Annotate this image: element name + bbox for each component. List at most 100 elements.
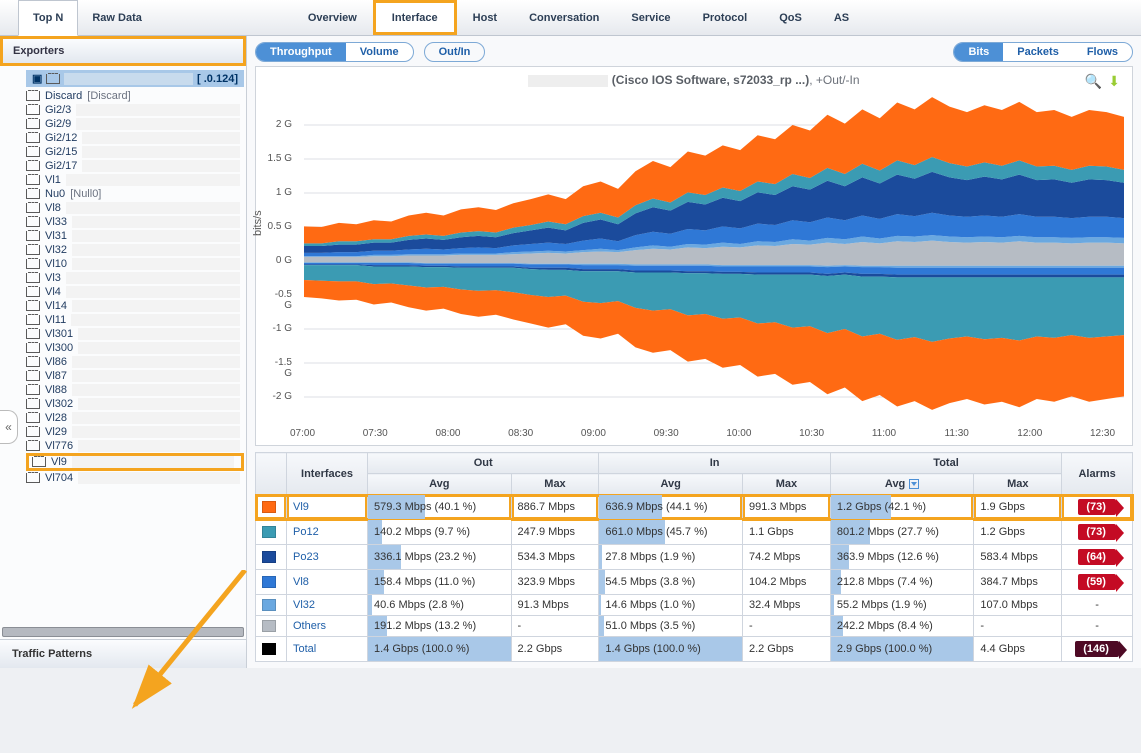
left-tabs: Top NRaw Data: [18, 0, 156, 35]
subtab-conversation[interactable]: Conversation: [513, 0, 615, 35]
interface-icon: [26, 315, 40, 325]
traffic-patterns-panel[interactable]: Traffic Patterns: [0, 639, 246, 668]
tree-node-vl9[interactable]: Vl9: [26, 453, 244, 471]
pill-flows[interactable]: Flows: [1073, 43, 1132, 61]
col-in-max[interactable]: Max: [742, 474, 830, 495]
table-row[interactable]: Po12140.2 Mbps (9.7 %)247.9 Mbps661.0 Mb…: [256, 520, 1133, 545]
col-total-avg[interactable]: Avg: [830, 474, 974, 495]
interface-name[interactable]: Vl9: [287, 495, 368, 520]
pill-throughput[interactable]: Throughput: [256, 43, 346, 61]
table-row[interactable]: Vl8158.4 Mbps (11.0 %)323.9 Mbps54.5 Mbp…: [256, 570, 1133, 595]
tree-collapse-icon[interactable]: ▣: [32, 72, 42, 85]
interface-icon: [26, 175, 40, 185]
horizontal-scrollbar[interactable]: [2, 627, 244, 637]
y-tick: -0.5 G: [266, 289, 292, 311]
interface-name[interactable]: Vl8: [287, 570, 368, 595]
tree-node-gi2/3[interactable]: Gi2/3: [26, 103, 244, 117]
col-out-max[interactable]: Max: [511, 474, 599, 495]
tree-node-vl3[interactable]: Vl3: [26, 271, 244, 285]
tree-node-vl14[interactable]: Vl14: [26, 299, 244, 313]
pill-bits[interactable]: Bits: [954, 43, 1003, 61]
table-row[interactable]: Po23336.1 Mbps (23.2 %)534.3 Mbps27.8 Mb…: [256, 545, 1133, 570]
x-tick: 10:00: [726, 428, 751, 439]
subtab-host[interactable]: Host: [457, 0, 513, 35]
node-desc: [78, 328, 240, 340]
alarm-badge[interactable]: (59): [1078, 574, 1116, 590]
node-desc: [66, 174, 240, 186]
zoom-icon[interactable]: 🔍: [1085, 73, 1102, 90]
tree-node-vl704[interactable]: Vl704: [26, 471, 244, 485]
subtab-service[interactable]: Service: [615, 0, 686, 35]
tree-node-vl10[interactable]: Vl10: [26, 257, 244, 271]
tab-top-n[interactable]: Top N: [18, 0, 78, 36]
interface-icon: [26, 371, 40, 381]
alarm-badge[interactable]: (73): [1078, 524, 1116, 540]
tree-node-gi2/9[interactable]: Gi2/9: [26, 117, 244, 131]
tree-node-vl1[interactable]: Vl1: [26, 173, 244, 187]
col-in-avg[interactable]: Avg: [599, 474, 743, 495]
tree-node-vl776[interactable]: Vl776: [26, 439, 244, 453]
tree-node-vl4[interactable]: Vl4: [26, 285, 244, 299]
pill-volume[interactable]: Volume: [346, 43, 413, 61]
tree-node-nu0[interactable]: Nu0[Null0]: [26, 187, 244, 201]
unit-pill-group: BitsPacketsFlows: [953, 42, 1133, 62]
tree-node-vl8[interactable]: Vl8: [26, 201, 244, 215]
table-row[interactable]: Others191.2 Mbps (13.2 %)-51.0 Mbps (3.5…: [256, 616, 1133, 637]
table-row[interactable]: Total1.4 Gbps (100.0 %)2.2 Gbps1.4 Gbps …: [256, 637, 1133, 662]
interface-icon: [26, 329, 40, 339]
tree-node-gi2/17[interactable]: Gi2/17: [26, 159, 244, 173]
tree-node-vl301[interactable]: Vl301: [26, 327, 244, 341]
node-name: Vl32: [45, 244, 67, 256]
tree-node-discard[interactable]: Discard[Discard]: [26, 89, 244, 103]
node-desc: [72, 230, 240, 242]
node-desc: [78, 342, 240, 354]
sidebar: Exporters ▣ [ .0.124] Discard[Discard]Gi…: [0, 36, 247, 668]
tree-node-vl11[interactable]: Vl11: [26, 313, 244, 327]
pill-packets[interactable]: Packets: [1003, 43, 1073, 61]
tree-node-gi2/12[interactable]: Gi2/12: [26, 131, 244, 145]
interface-name[interactable]: Others: [287, 616, 368, 637]
table-row[interactable]: Vl9579.3 Mbps (40.1 %)886.7 Mbps636.9 Mb…: [256, 495, 1133, 520]
interface-name[interactable]: Total: [287, 637, 368, 662]
tree-node-vl302[interactable]: Vl302: [26, 397, 244, 411]
tree-node-vl32[interactable]: Vl32: [26, 243, 244, 257]
tree-node-vl87[interactable]: Vl87: [26, 369, 244, 383]
col-alarms[interactable]: Alarms: [1062, 453, 1133, 495]
subtab-qos[interactable]: QoS: [763, 0, 818, 35]
interface-name[interactable]: Vl32: [287, 595, 368, 616]
subtab-protocol[interactable]: Protocol: [687, 0, 764, 35]
subtab-overview[interactable]: Overview: [292, 0, 373, 35]
node-desc: [82, 160, 240, 172]
node-name: Vl28: [45, 412, 67, 424]
exporter-root[interactable]: ▣ [ .0.124]: [26, 70, 244, 87]
tab-raw-data[interactable]: Raw Data: [78, 0, 156, 35]
subtab-interface[interactable]: Interface: [373, 0, 457, 35]
tree-node-vl86[interactable]: Vl86: [26, 355, 244, 369]
col-interfaces[interactable]: Interfaces: [287, 453, 368, 495]
alarm-badge[interactable]: (64): [1078, 549, 1116, 565]
tree-node-vl29[interactable]: Vl29: [26, 425, 244, 439]
col-out-avg[interactable]: Avg: [368, 474, 512, 495]
x-tick: 07:30: [363, 428, 388, 439]
export-icon[interactable]: ⬇: [1108, 73, 1120, 90]
tree-node-gi2/15[interactable]: Gi2/15: [26, 145, 244, 159]
alarm-badge[interactable]: (146): [1075, 641, 1119, 657]
tree-node-vl33[interactable]: Vl33: [26, 215, 244, 229]
sidebar-collapse-icon[interactable]: «: [0, 410, 18, 444]
tree-node-vl300[interactable]: Vl300: [26, 341, 244, 355]
alarm-badge[interactable]: (73): [1078, 499, 1116, 515]
subtab-as[interactable]: AS: [818, 0, 865, 35]
node-desc: [71, 314, 240, 326]
direction-pill[interactable]: Out/In: [424, 42, 486, 62]
node-name: Nu0: [45, 188, 65, 200]
col-total-max[interactable]: Max: [974, 474, 1062, 495]
interface-name[interactable]: Po23: [287, 545, 368, 570]
exporters-header[interactable]: Exporters: [0, 36, 246, 66]
tree-node-vl28[interactable]: Vl28: [26, 411, 244, 425]
chart-canvas: [304, 91, 1124, 431]
tree-node-vl31[interactable]: Vl31: [26, 229, 244, 243]
table-row[interactable]: Vl3240.6 Mbps (2.8 %)91.3 Mbps14.6 Mbps …: [256, 595, 1133, 616]
interface-name[interactable]: Po12: [287, 520, 368, 545]
tree-node-vl88[interactable]: Vl88: [26, 383, 244, 397]
node-desc: [76, 104, 240, 116]
